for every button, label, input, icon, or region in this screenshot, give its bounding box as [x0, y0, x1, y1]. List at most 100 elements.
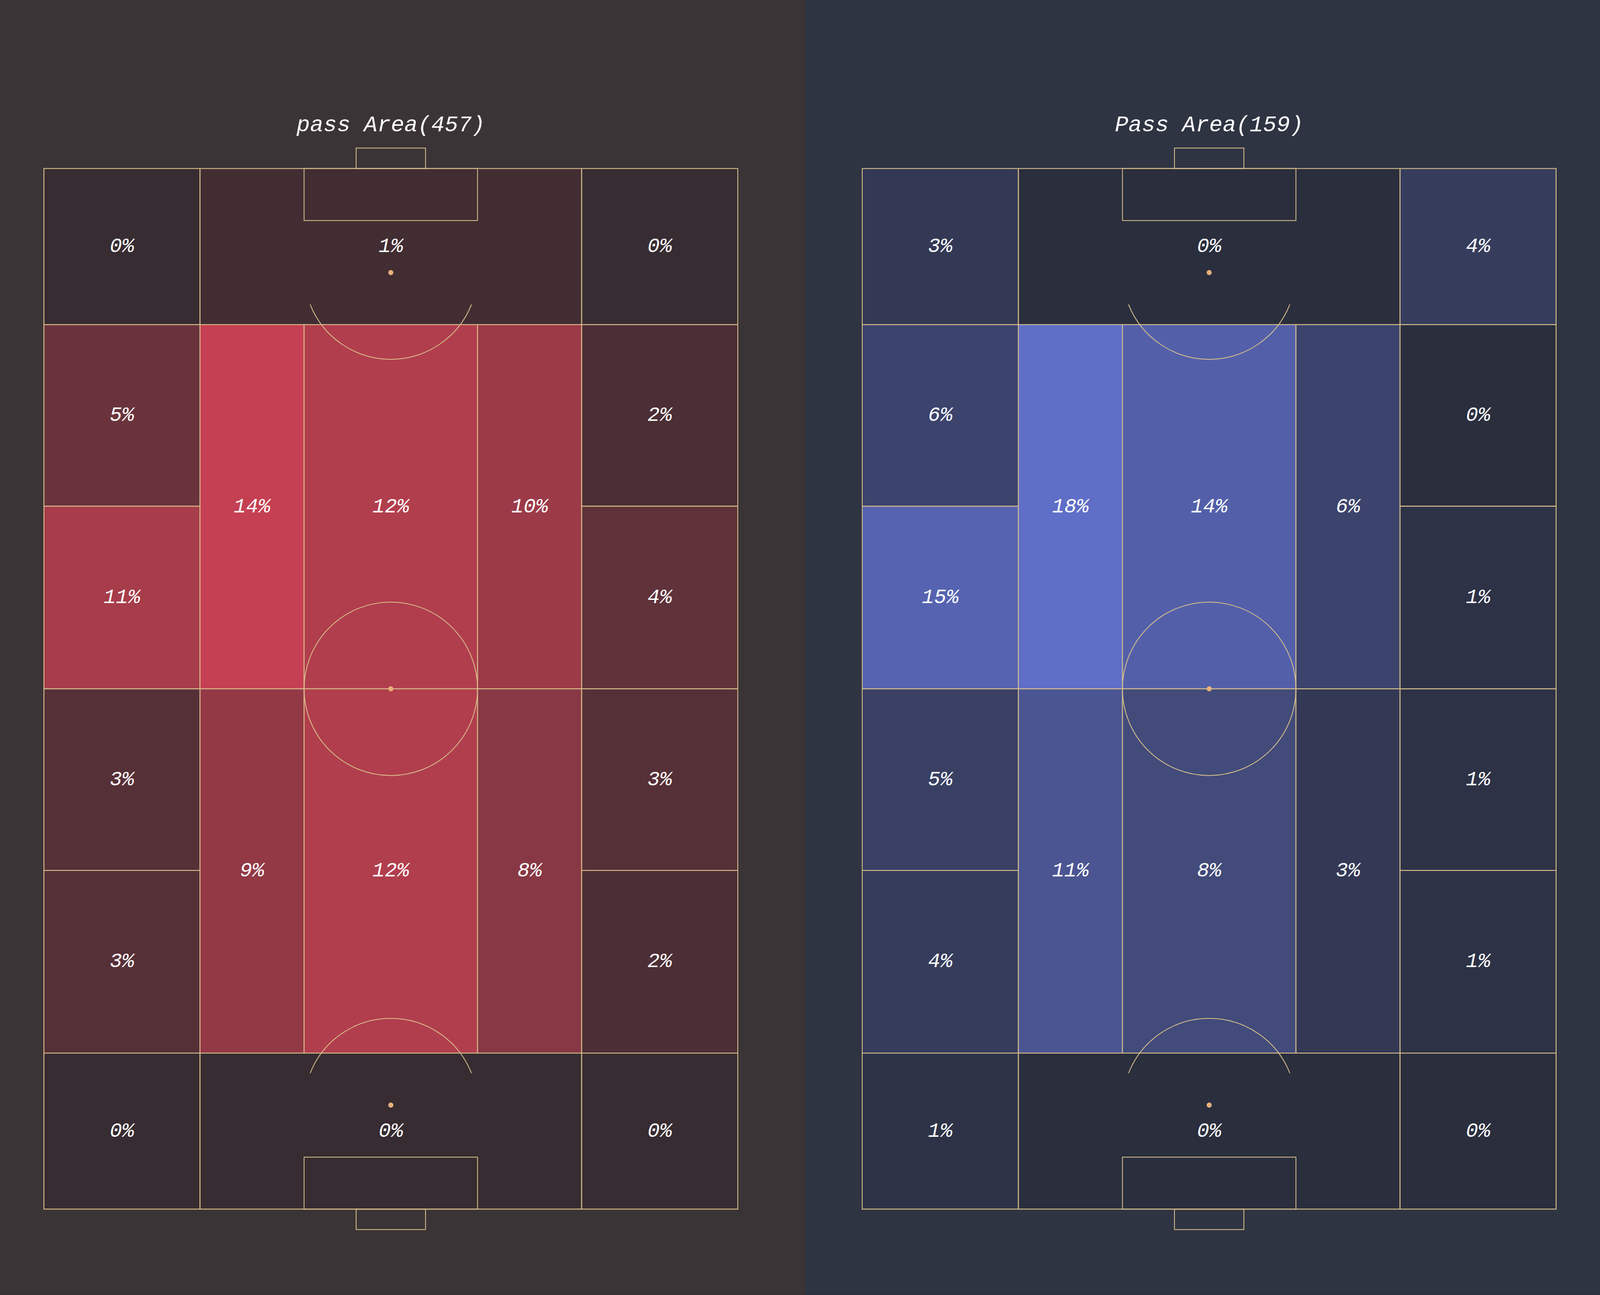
zone-cell	[477, 688, 582, 1054]
pitch-outline	[43, 168, 738, 1210]
zone-cell	[1122, 688, 1297, 1054]
zone-cell	[1400, 1053, 1557, 1210]
zone-label: 1%	[1465, 768, 1492, 792]
zone-cell	[1296, 688, 1401, 1054]
cells	[862, 168, 1557, 1210]
zone-cell	[581, 688, 738, 871]
zone-label: 0%	[1197, 1119, 1223, 1143]
zone-label: 1%	[927, 1119, 954, 1143]
zone-cell	[1296, 324, 1401, 690]
zone-label: 9%	[239, 859, 266, 883]
panel: 3%0%4%6%15%18%14%6%0%1%5%4%11%8%3%1%1%1%…	[805, 0, 1600, 1295]
zone-label: 3%	[109, 950, 136, 974]
zone-label: 3%	[109, 768, 136, 792]
panel-background	[805, 0, 1600, 1295]
zone-cell	[199, 324, 304, 690]
zone-label: 0%	[109, 234, 136, 259]
zone-label: 12%	[372, 859, 411, 883]
zone-label: 6%	[927, 403, 954, 427]
zone-label: 11%	[103, 586, 142, 610]
goal-top	[1174, 148, 1244, 169]
zone-cell	[43, 168, 201, 325]
pitch-spot	[1206, 686, 1212, 692]
zone-cell	[862, 506, 1019, 689]
goal-bottom	[356, 1209, 426, 1230]
zone-label: 2%	[647, 403, 674, 427]
zone-cell	[1122, 324, 1297, 690]
arc-bottom	[1128, 1018, 1291, 1074]
zone-label: 3%	[927, 234, 954, 259]
zone-label: 5%	[109, 403, 136, 427]
goal-top	[356, 148, 426, 169]
zone-cell	[862, 688, 1019, 871]
zone-cell	[581, 506, 738, 689]
zone-cell	[1018, 168, 1401, 325]
zone-cell	[1018, 688, 1123, 1054]
pitch-outline	[862, 168, 1557, 1210]
zone-label: 10%	[511, 495, 550, 519]
zone-label: 0%	[1197, 234, 1223, 259]
zone-label: 4%	[1465, 234, 1492, 259]
zone-cell	[303, 324, 478, 690]
zone-label: 18%	[1051, 495, 1090, 519]
zone-cell	[1018, 1053, 1401, 1210]
zone-label: 4%	[647, 586, 674, 610]
zone-label: 15%	[921, 586, 960, 610]
zone-cell	[43, 506, 201, 689]
panel-background	[0, 0, 806, 1295]
zone-cell	[581, 324, 738, 507]
zone-cell	[862, 324, 1019, 507]
zone-cell	[43, 688, 201, 871]
zone-label: 1%	[1465, 586, 1492, 610]
zone-cell	[1400, 168, 1557, 325]
zone-cell	[581, 168, 738, 325]
zone-cell	[477, 324, 582, 690]
zone-label: 8%	[517, 859, 543, 883]
zone-cell	[199, 168, 582, 325]
zone-label: 3%	[647, 768, 674, 792]
title: Pass Area(159)	[1114, 112, 1304, 139]
centre-circle	[303, 602, 478, 776]
zone-cell	[1400, 870, 1557, 1054]
box-top	[1122, 168, 1297, 221]
zone-cell	[1400, 324, 1557, 507]
zone-label: 11%	[1051, 859, 1090, 883]
zone-label: 2%	[647, 950, 674, 974]
zone-cell	[862, 870, 1019, 1054]
pitch-markings	[43, 148, 738, 1230]
box-bottom	[303, 1157, 478, 1210]
pitch-spot	[388, 270, 394, 276]
zone-label: 0%	[109, 1119, 136, 1143]
zone-label: 3%	[1335, 859, 1362, 883]
zone-label: 0%	[1465, 403, 1492, 427]
pitch-spot	[388, 1102, 394, 1108]
figure: 0% 1% 0% 5% 11% 14% 12% 10% 2% 4% 3% 3% 9% 12% 8% 3% 2% 0…	[0, 0, 1600, 1295]
pitch-spot	[388, 686, 394, 692]
zone-cell	[1018, 324, 1123, 690]
zone-cell	[862, 1053, 1019, 1210]
pitch-spot	[1206, 270, 1212, 276]
zone-cell	[862, 168, 1019, 325]
zone-cell	[43, 870, 201, 1054]
zone-cell	[199, 688, 304, 1054]
zone-label: 5%	[927, 768, 954, 792]
centre-circle	[1122, 602, 1297, 776]
box-bottom	[1122, 1157, 1297, 1210]
zone-label: 4%	[927, 950, 954, 974]
pitch	[862, 168, 1557, 1210]
box-top	[303, 168, 478, 221]
zone-cell	[303, 688, 478, 1054]
pitch-markings	[862, 148, 1557, 1230]
zone-cell	[581, 870, 738, 1054]
zone-label: 12%	[372, 495, 411, 519]
zone-label: 0%	[647, 234, 674, 259]
panel: 0%1%0%5%11%14%12%10%2%4%3%3%9%12%8%3%2%0…	[0, 0, 806, 1295]
arc-top	[1128, 304, 1291, 359]
pitch-spot	[1206, 1102, 1212, 1108]
zone-label: 0%	[647, 1119, 674, 1143]
zone-label: 14%	[1190, 495, 1229, 519]
zone-label: 0%	[378, 1119, 404, 1143]
cells	[43, 168, 738, 1210]
zone-label: 1%	[1465, 950, 1492, 974]
goal-bottom	[1174, 1209, 1244, 1230]
